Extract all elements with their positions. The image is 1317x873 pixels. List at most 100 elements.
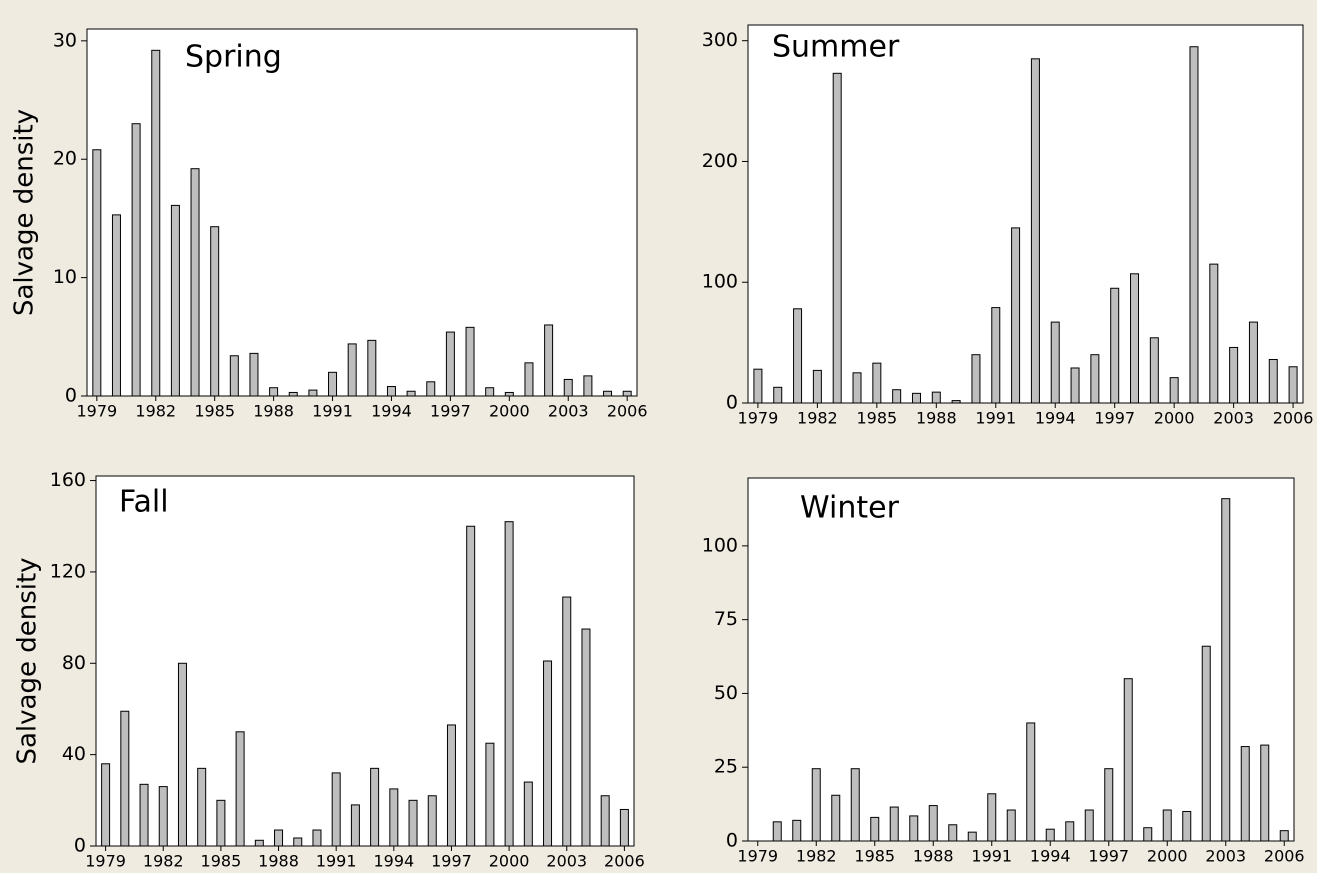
x-tick-label: 2006 [1264,847,1305,866]
bar [563,378,573,397]
bar [1189,46,1199,404]
bar [909,815,919,842]
plot-area [747,477,1295,842]
bar [1182,810,1192,842]
x-tick-label: 1997 [430,402,471,421]
bar [210,226,220,397]
bar [1090,354,1100,404]
x-tick-label: 1982 [797,409,838,428]
bar [466,525,476,847]
x-tick-label: 1997 [1088,847,1129,866]
panel-title: Winter [800,491,900,526]
bar [1209,263,1219,404]
bar [1011,227,1021,404]
bar [889,806,899,842]
x-tick-label: 1997 [431,852,472,871]
bar [1162,809,1172,842]
bar [581,628,591,847]
x-tick-label: 2006 [607,402,648,421]
x-tick-label: 1982 [135,402,176,421]
bar [1143,827,1153,842]
panel: 1979 1982 1985 1988 1991 1994 1997 2000 2003 2006… [10,28,648,421]
bar [370,767,380,847]
bar [772,821,782,842]
x-tick-label: 1988 [916,409,957,428]
bar [293,837,303,847]
bar [139,783,149,847]
bar [151,49,161,397]
bar [987,793,997,842]
y-tick-label: 30 [53,29,77,51]
bar [446,724,456,847]
bar [308,389,318,397]
x-tick-label: 1985 [194,402,235,421]
panel: 1979 1982 1985 1988 1991 1994 1997 2000 2003 2006… [702,24,1314,428]
bar [562,596,572,847]
bar [229,355,239,397]
bar [269,387,279,397]
bar [1149,337,1159,404]
bar [619,808,629,847]
bar [1123,678,1133,842]
y-tick-label: 100 [702,534,738,556]
bar [485,387,495,397]
bar [773,386,783,404]
y-axis-label: Salvage density [10,109,40,316]
bar [931,391,941,404]
bar [177,662,187,847]
y-tick-label: 50 [714,682,738,704]
bar [1050,321,1060,404]
bar [170,204,180,397]
plot-area [747,24,1304,404]
bar [386,386,396,397]
y-tick-label: 300 [702,29,738,51]
bar [948,824,958,842]
bar [111,214,121,397]
bar [1248,321,1258,404]
bar [951,400,961,404]
bar [872,362,882,404]
x-tick-label: 1988 [258,852,299,871]
bar [792,819,802,842]
bar [1268,359,1278,404]
x-tick-label: 1994 [1035,409,1076,428]
bar [190,168,200,397]
bar [406,390,416,397]
x-tick-label: 2003 [1213,409,1254,428]
bar [831,794,841,842]
x-tick-label: 2003 [1205,847,1246,866]
x-tick-label: 1982 [143,852,184,871]
y-tick-label: 75 [714,608,738,630]
y-tick-label: 160 [50,469,86,491]
bar [350,804,360,847]
bar [928,805,938,842]
bar [870,816,880,842]
x-tick-label: 1985 [854,847,895,866]
x-tick-label: 2003 [548,402,589,421]
bar [1221,498,1231,842]
x-tick-label: 1988 [253,402,294,421]
bar [274,829,284,847]
bar [288,391,298,397]
y-tick-label: 80 [62,652,86,674]
bar [254,839,264,847]
bar [92,149,102,397]
bar [235,731,245,847]
bar [524,362,534,397]
x-tick-label: 2006 [1273,409,1314,428]
x-tick-label: 1991 [975,409,1016,428]
bar [1229,346,1239,404]
x-tick-label: 2003 [546,852,587,871]
y-tick-label: 0 [74,835,86,857]
panel-title: Summer [772,30,900,65]
y-tick-label: 20 [53,148,77,170]
x-tick-label: 1991 [312,402,353,421]
x-tick-label: 2000 [1154,409,1195,428]
x-tick-label: 1991 [971,847,1012,866]
bar [101,763,111,847]
bar [832,72,842,404]
bar [1260,744,1270,842]
x-tick-label: 1991 [316,852,357,871]
bar [811,768,821,842]
